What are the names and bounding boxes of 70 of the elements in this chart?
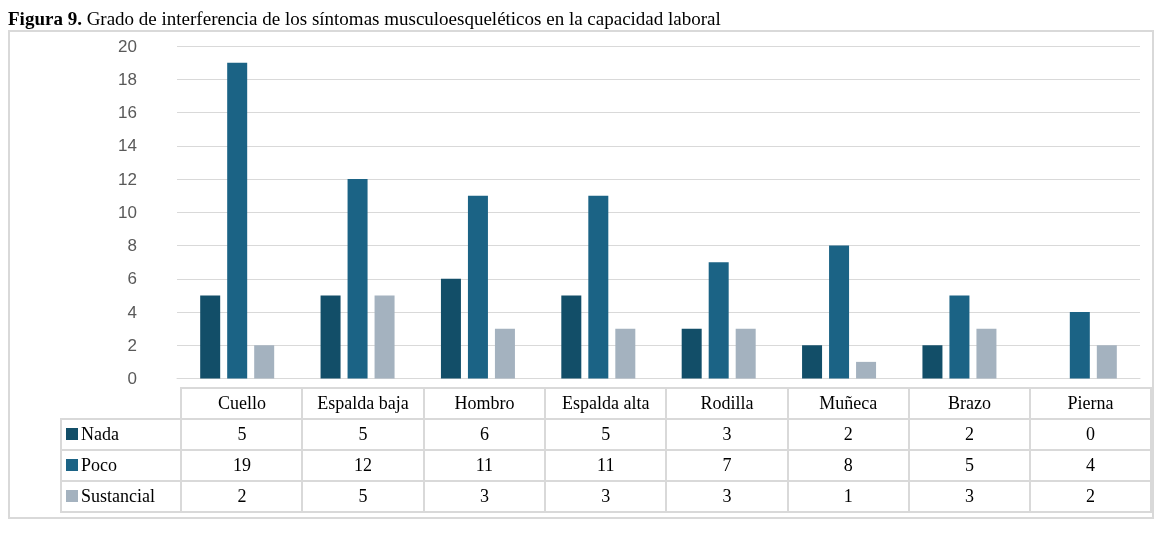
bar bbox=[856, 361, 877, 379]
bar bbox=[467, 195, 488, 379]
data-label: 3 bbox=[666, 419, 788, 450]
legend-label: Sustancial bbox=[61, 481, 182, 512]
data-label: 3 bbox=[666, 481, 788, 512]
data-label: 2 bbox=[181, 481, 303, 512]
data-label: 3 bbox=[423, 481, 546, 512]
data-label: 5 bbox=[181, 419, 303, 450]
data-label: 5 bbox=[302, 481, 424, 512]
y-tick-label: 16 bbox=[118, 103, 137, 122]
data-label: 4 bbox=[1029, 450, 1151, 481]
x-tick-label: Rodilla bbox=[666, 388, 788, 419]
bar bbox=[374, 295, 395, 379]
data-label: 19 bbox=[181, 450, 303, 481]
y-tick-label: 18 bbox=[118, 69, 137, 89]
y-tick-label: 2 bbox=[127, 335, 137, 355]
data-label: 7 bbox=[666, 450, 788, 481]
bar bbox=[949, 295, 970, 379]
legend-label: Nada bbox=[61, 419, 182, 450]
bar bbox=[347, 179, 368, 379]
y-tick-label: 8 bbox=[127, 236, 137, 255]
bar bbox=[320, 295, 341, 379]
data-label: 5 bbox=[908, 450, 1030, 481]
y-tick-label: 6 bbox=[127, 269, 137, 289]
data-label: 12 bbox=[302, 450, 424, 481]
legend-label: Poco bbox=[61, 450, 182, 481]
bar bbox=[440, 278, 461, 379]
x-tick-label: Espalda alta bbox=[545, 388, 667, 419]
data-label: 2 bbox=[787, 419, 909, 450]
data-label: 8 bbox=[787, 450, 909, 481]
bar bbox=[976, 328, 997, 379]
x-tick-label: Pierna bbox=[1029, 388, 1151, 419]
bar bbox=[588, 195, 609, 379]
x-tick-label: Brazo bbox=[908, 388, 1030, 419]
data-label: 0 bbox=[1029, 419, 1151, 450]
data-label: 2 bbox=[1029, 481, 1151, 512]
data-label: 5 bbox=[302, 419, 424, 450]
y-tick-label: 0 bbox=[127, 369, 137, 388]
bar bbox=[735, 328, 756, 379]
bar bbox=[1069, 312, 1090, 379]
y-tick-label: 10 bbox=[118, 202, 137, 222]
data-label: 11 bbox=[423, 450, 546, 481]
bar bbox=[227, 62, 248, 379]
x-tick-label: Cuello bbox=[181, 388, 303, 419]
bar bbox=[561, 295, 582, 379]
bar bbox=[1096, 345, 1117, 379]
x-tick-label: Hombro bbox=[423, 388, 546, 419]
bar bbox=[200, 295, 221, 379]
data-label: 5 bbox=[545, 419, 667, 450]
y-tick-label: 4 bbox=[127, 302, 137, 322]
data-label: 2 bbox=[908, 419, 1030, 450]
bar bbox=[802, 345, 823, 379]
bar bbox=[681, 328, 702, 379]
y-tick-label: 14 bbox=[118, 136, 137, 156]
data-label: 6 bbox=[423, 419, 546, 450]
data-label: 1 bbox=[787, 481, 909, 512]
bar bbox=[254, 345, 275, 379]
y-tick-label: 20 bbox=[118, 36, 137, 56]
x-tick-label: Muñeca bbox=[787, 388, 909, 419]
bar bbox=[615, 328, 636, 379]
bar bbox=[494, 328, 515, 379]
y-tick-label: 12 bbox=[118, 169, 137, 189]
bar bbox=[829, 245, 850, 379]
data-label: 3 bbox=[908, 481, 1030, 512]
bar bbox=[708, 262, 729, 379]
x-tick-label: Espalda baja bbox=[302, 388, 424, 419]
data-label: 3 bbox=[545, 481, 667, 512]
chart-title: Figura 9. Grado de interferencia de los síntomas musculoesqueléticos en la capacidad laboral bbox=[8, 8, 722, 30]
data-label: 11 bbox=[545, 450, 667, 481]
bar bbox=[922, 345, 943, 379]
